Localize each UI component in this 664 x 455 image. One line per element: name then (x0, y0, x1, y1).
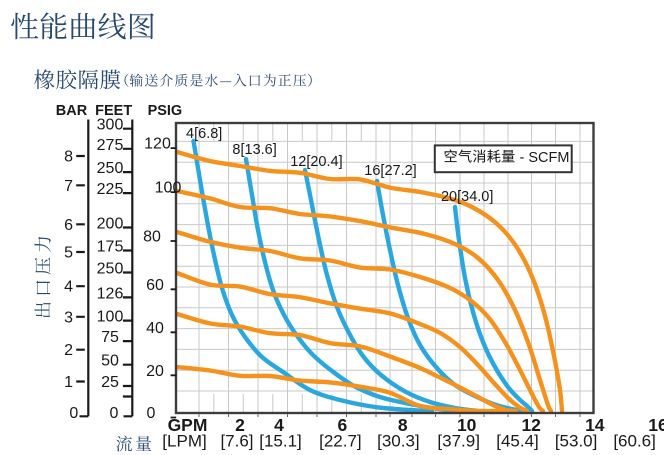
svg-text:80: 80 (143, 229, 161, 246)
svg-text:6: 6 (338, 415, 348, 435)
svg-text:[7.6]: [7.6] (220, 432, 253, 451)
svg-text:FEET: FEET (95, 103, 132, 119)
svg-text:8: 8 (398, 415, 408, 435)
svg-text:25: 25 (101, 374, 119, 391)
svg-text:250: 250 (97, 160, 124, 177)
svg-text:1: 1 (64, 374, 73, 391)
svg-text:BAR: BAR (56, 103, 88, 119)
svg-text:126: 126 (97, 285, 124, 302)
svg-text:250: 250 (97, 261, 124, 278)
svg-text:50: 50 (101, 353, 119, 370)
svg-text:[53.0]: [53.0] (555, 432, 598, 451)
svg-text:0: 0 (69, 405, 78, 422)
svg-text:[22.7]: [22.7] (319, 432, 362, 451)
svg-text:225: 225 (97, 181, 124, 198)
svg-text:100: 100 (155, 180, 182, 197)
svg-text:20: 20 (146, 363, 164, 380)
svg-text:275: 275 (97, 137, 124, 154)
svg-text:75: 75 (101, 329, 119, 346)
svg-text:[60.6]: [60.6] (613, 432, 656, 451)
svg-text:0: 0 (147, 405, 156, 422)
svg-text:[LPM]: [LPM] (162, 432, 206, 451)
svg-text:4: 4 (274, 415, 284, 435)
svg-text:8: 8 (64, 149, 73, 166)
svg-text:GPM: GPM (168, 415, 208, 435)
svg-text:2: 2 (235, 415, 245, 435)
svg-text:[15.1]: [15.1] (259, 432, 302, 451)
svg-text:4[6.8]: 4[6.8] (186, 126, 222, 142)
svg-text:16[27.2]: 16[27.2] (364, 163, 416, 179)
svg-text:16: 16 (648, 415, 664, 435)
svg-text:[37.9]: [37.9] (437, 432, 480, 451)
svg-text:8[13.6]: 8[13.6] (232, 142, 276, 158)
svg-text:PSIG: PSIG (148, 103, 183, 119)
svg-text:14: 14 (585, 415, 605, 435)
svg-text:5: 5 (64, 245, 73, 262)
svg-text:100: 100 (97, 309, 124, 326)
svg-text:200: 200 (97, 216, 124, 233)
svg-text:175: 175 (97, 239, 124, 256)
svg-text:12[20.4]: 12[20.4] (290, 154, 342, 170)
svg-text:40: 40 (146, 320, 164, 337)
svg-text:20[34.0]: 20[34.0] (441, 189, 493, 205)
svg-text:120: 120 (144, 136, 171, 153)
svg-text:12: 12 (521, 415, 541, 435)
svg-text:4: 4 (64, 279, 73, 296)
svg-text:2: 2 (64, 342, 73, 359)
svg-text:60: 60 (146, 277, 164, 294)
svg-text:0: 0 (110, 405, 119, 422)
svg-text:300: 300 (97, 117, 124, 134)
svg-text:10: 10 (457, 415, 477, 435)
svg-text:7: 7 (64, 178, 73, 195)
svg-text:[30.3]: [30.3] (377, 432, 420, 451)
svg-text:3: 3 (64, 309, 73, 326)
svg-text:- SCFM: - SCFM (520, 150, 570, 166)
svg-text:[45.4]: [45.4] (496, 432, 539, 451)
svg-text:6: 6 (64, 217, 73, 234)
